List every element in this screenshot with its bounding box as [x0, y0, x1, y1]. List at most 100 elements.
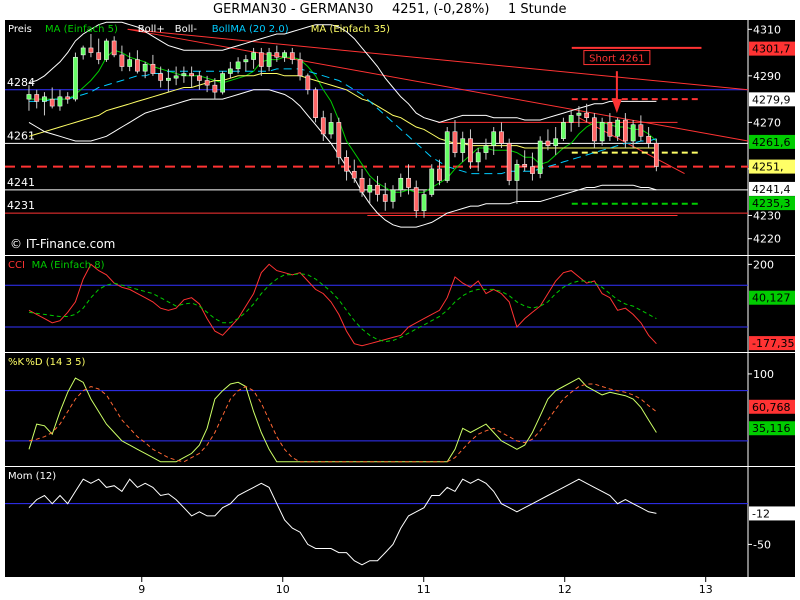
- indicator-marker-label: 40,127: [752, 292, 791, 305]
- candle-body: [491, 131, 497, 146]
- candle-body: [499, 131, 504, 144]
- candle-body: [196, 75, 202, 81]
- annotation-label: Short 4261: [589, 54, 644, 65]
- candle-body: [344, 157, 349, 172]
- candle-body: [158, 73, 164, 81]
- candle-body: [42, 96, 47, 102]
- candle-body: [607, 122, 613, 137]
- candle-body: [359, 177, 365, 193]
- candle-body: [227, 68, 233, 74]
- legend-item: MA (Einfach 8): [32, 260, 105, 271]
- price-tick-label: 4310: [753, 23, 781, 36]
- candle-body: [274, 52, 280, 58]
- level-label-4231: 4231: [7, 199, 35, 212]
- candle-body: [398, 177, 404, 191]
- candle-body: [65, 96, 71, 100]
- indicator-marker-box: [749, 399, 795, 414]
- candle-body: [584, 112, 590, 118]
- candle-body: [243, 59, 249, 63]
- axis-tick-label: 200: [753, 258, 774, 271]
- price-marker-box: [749, 134, 795, 149]
- legend-item: BollMA (20 2.0): [212, 24, 289, 35]
- candle-body: [653, 143, 659, 167]
- legend-item: Mom (12): [8, 471, 56, 482]
- candle-body: [421, 194, 427, 212]
- candle-body: [592, 117, 597, 142]
- panel-background-3: [5, 467, 748, 577]
- candle-body: [251, 52, 256, 60]
- candle-body: [49, 98, 55, 107]
- indicator-marker-box: [749, 290, 795, 305]
- price-tick-label: 4230: [753, 209, 781, 222]
- candle-body: [297, 59, 303, 77]
- candle-body: [537, 140, 543, 174]
- level-label-4284: 4284: [7, 76, 35, 89]
- legend-item: Preis: [8, 24, 32, 35]
- candle-body: [173, 75, 179, 79]
- time-tick-label: 10: [276, 583, 290, 596]
- candle-body: [57, 96, 63, 107]
- candle-body: [328, 122, 334, 135]
- trendline-upper: [127, 28, 749, 91]
- time-tick-label: 9: [138, 583, 145, 596]
- panel-background-1: [5, 256, 748, 352]
- indicator-marker-box: [749, 421, 795, 436]
- candle-body: [406, 177, 411, 188]
- candle-body: [545, 140, 551, 146]
- candle-body: [34, 94, 40, 102]
- candle-body: [111, 40, 117, 56]
- candle-body: [429, 168, 435, 195]
- candle-body: [483, 145, 489, 153]
- candle-body: [460, 138, 466, 153]
- interval-label: 1 Stunde: [508, 2, 567, 17]
- axis-strip-3: [748, 467, 795, 577]
- candle-body: [220, 73, 225, 93]
- price-marker-box: [749, 181, 795, 196]
- candle-body: [390, 189, 396, 202]
- candle-body: [235, 61, 241, 70]
- candle-body: [336, 122, 342, 158]
- candle-body: [452, 131, 458, 153]
- candle-body: [305, 75, 311, 91]
- price-marker-label: 4251,: [752, 161, 784, 174]
- candle-body: [212, 84, 218, 93]
- price-marker-box: [749, 92, 795, 107]
- candle-body: [638, 124, 644, 137]
- candle-body: [646, 136, 651, 144]
- candle-body: [104, 40, 109, 60]
- candle-body: [204, 80, 210, 86]
- legend-item: %D (14 3 5): [25, 357, 85, 368]
- time-axis-background: [5, 577, 748, 600]
- price-marker-label: 4235,3: [752, 197, 791, 210]
- candle-body: [413, 187, 419, 212]
- candle-body: [26, 94, 32, 100]
- candle-body: [119, 54, 125, 67]
- candle-body: [622, 119, 628, 142]
- axis-tick-label: 100: [753, 368, 774, 381]
- candle-body: [127, 59, 133, 67]
- legend-item: Boll+: [138, 24, 165, 35]
- candle-body: [320, 117, 326, 135]
- series-line-bollma-20-2-0-: [29, 68, 657, 175]
- candle-body: [475, 152, 481, 163]
- candle-body: [375, 184, 380, 195]
- price-tick-label: 4270: [753, 116, 781, 129]
- candle-body: [142, 63, 148, 72]
- instrument-title: GERMAN30 - GERMAN30: [213, 2, 374, 17]
- series-line-cci: [28, 263, 657, 347]
- candle-body: [599, 122, 605, 142]
- price-tick-label: 4290: [753, 70, 781, 83]
- indicator-marker-box: [749, 336, 795, 351]
- legend-item: CCI: [8, 260, 25, 271]
- legend-item: Boll-: [175, 24, 198, 35]
- series-line-mom-12-: [28, 478, 657, 566]
- indicator-marker-label: 35,116: [752, 422, 791, 435]
- indicator-marker-label: -177,35: [752, 337, 794, 350]
- candle-body: [514, 164, 520, 181]
- series-line-ma-einfach-5-: [29, 49, 657, 193]
- time-tick-label: 13: [699, 583, 713, 596]
- candle-body: [553, 138, 559, 146]
- axis-tick-label: -50: [753, 538, 771, 551]
- candle-body: [468, 138, 473, 163]
